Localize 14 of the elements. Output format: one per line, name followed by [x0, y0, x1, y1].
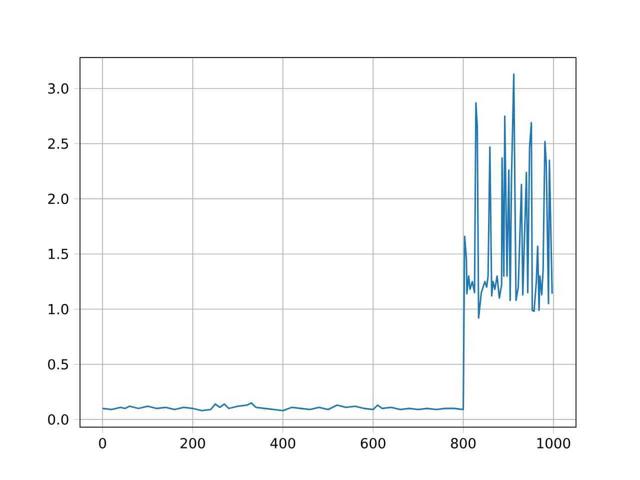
x-tick-label: 1000	[537, 438, 570, 448]
y-tick-label: 3.0	[48, 83, 68, 94]
x-tick-label: 200	[180, 438, 206, 448]
y-tick-label: 1.5	[48, 248, 68, 260]
y-tick-label: 0.5	[48, 359, 68, 370]
x-tick-label: 800	[451, 438, 476, 448]
y-tick-label: 0.0	[48, 414, 68, 425]
x-tick-label: 600	[360, 438, 386, 448]
y-tick-label: 1.0	[48, 304, 68, 314]
x-tick-label: 400	[270, 438, 296, 448]
x-tick-label: 0	[99, 438, 106, 448]
y-tick-label: 2.5	[48, 138, 68, 149]
y-tick-label: 2.0	[48, 194, 68, 204]
line-series	[102, 73, 553, 412]
